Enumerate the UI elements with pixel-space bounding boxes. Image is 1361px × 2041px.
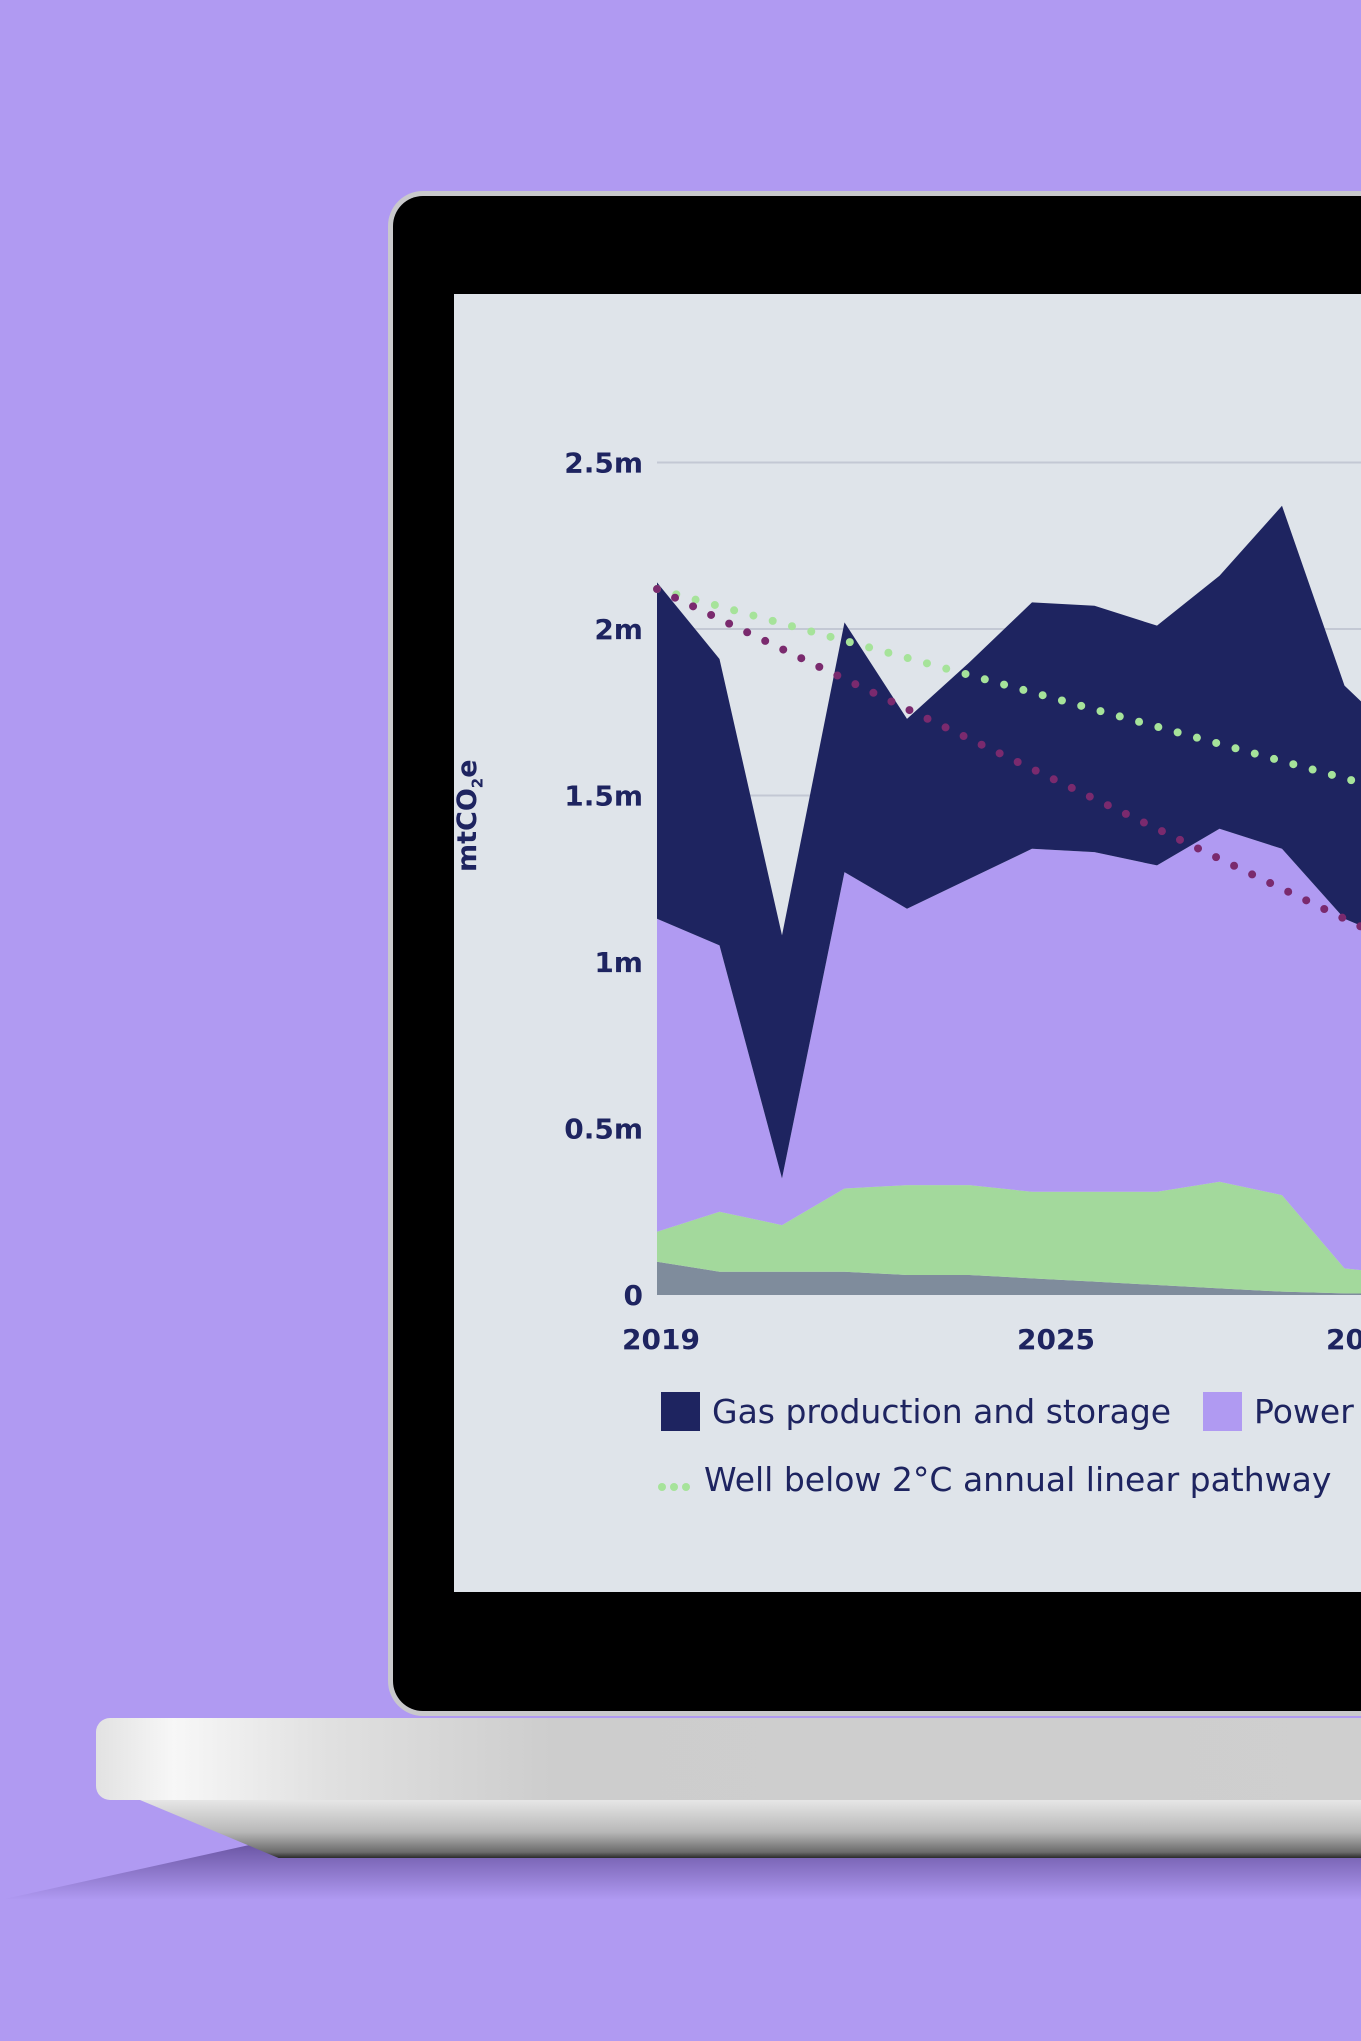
- line-purple_path: [653, 585, 1361, 932]
- x-tick-label: 2019: [622, 1323, 700, 1356]
- y-tick-label: 2m: [594, 613, 643, 646]
- legend-item-pathway: Well below 2°C annual linear pathway: [658, 1460, 1331, 1499]
- legend-swatch-gas: [661, 1392, 700, 1431]
- y-axis-label: mtCO2e: [452, 759, 487, 872]
- y-tick-label: 1.5m: [564, 780, 643, 813]
- legend-item-gas: Gas production and storage: [661, 1392, 1171, 1431]
- legend-item-power: Power: [1203, 1392, 1354, 1431]
- laptop-base-underside: [140, 1800, 1361, 1858]
- x-tick-label: 2025: [1017, 1323, 1095, 1356]
- legend-label-gas: Gas production and storage: [712, 1392, 1172, 1431]
- area-power: [657, 828, 1361, 1271]
- y-tick-label: 0: [624, 1279, 643, 1312]
- y-tick-label: 1m: [594, 946, 643, 979]
- legend-dots-icon: [658, 1460, 694, 1499]
- area-gray: [657, 1261, 1361, 1295]
- y-tick-label: 2.5m: [564, 447, 643, 480]
- legend-label-pathway: Well below 2°C annual linear pathway: [704, 1460, 1332, 1499]
- legend-swatch-power: [1203, 1392, 1242, 1431]
- laptop-base: [96, 1718, 1361, 1800]
- legend-label-power: Power: [1254, 1392, 1354, 1431]
- y-tick-label: 0.5m: [564, 1113, 643, 1146]
- area-green: [657, 1181, 1361, 1294]
- area-gas: [657, 505, 1361, 1179]
- x-tick-label: 20: [1326, 1323, 1361, 1356]
